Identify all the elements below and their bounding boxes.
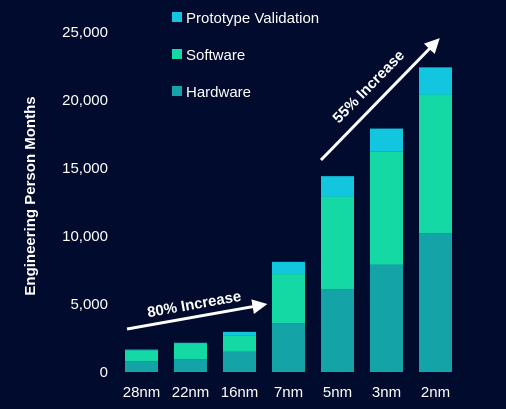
- legend-swatch: [172, 86, 182, 96]
- legend-swatch: [172, 49, 182, 59]
- x-axis-ticks: 28nm 22nm 16nm 7nm 5nm 3nm 2nm: [123, 384, 450, 401]
- bar-segment-hardware: [321, 289, 354, 372]
- bar-segment-hardware: [272, 323, 305, 372]
- bar-segment-hardware: [174, 359, 207, 372]
- bar-segment-software: [419, 94, 452, 234]
- bar-segment-prototype-validation: [223, 331, 256, 336]
- x-tick-label: 2nm: [421, 384, 450, 401]
- x-tick-label: 5nm: [323, 384, 352, 401]
- bar-segment-prototype-validation: [419, 67, 452, 95]
- bar-segment-software: [272, 274, 305, 324]
- y-axis-ticks: 0 5,000 10,000 15,000 20,000 25,000: [62, 24, 108, 381]
- x-tick-label: 7nm: [274, 384, 303, 401]
- legend-label: Hardware: [186, 84, 251, 101]
- y-tick-label: 5,000: [70, 296, 108, 313]
- bar-segment-hardware: [125, 361, 158, 372]
- x-tick-label: 22nm: [172, 384, 210, 401]
- legend-label: Software: [186, 47, 245, 64]
- bar-segment-software: [125, 350, 158, 362]
- y-tick-label: 15,000: [62, 160, 108, 177]
- bar-segment-prototype-validation: [370, 128, 403, 152]
- bar-segment-software: [321, 196, 354, 290]
- x-tick-label: 3nm: [372, 384, 401, 401]
- x-tick-label: 16nm: [221, 384, 259, 401]
- bar-segment-software: [223, 335, 256, 352]
- y-tick-label: 0: [100, 364, 108, 381]
- bar-segment-prototype-validation: [321, 176, 354, 197]
- bar-segment-prototype-validation: [174, 342, 207, 344]
- bar-segment-prototype-validation: [125, 349, 158, 351]
- legend-swatch: [172, 12, 182, 22]
- y-axis-title: Engineering Person Months: [22, 96, 39, 295]
- y-tick-label: 10,000: [62, 228, 108, 245]
- bar-segment-hardware: [370, 264, 403, 372]
- annotation-arrow: [319, 38, 440, 162]
- bar-segment-hardware: [419, 233, 452, 372]
- y-tick-label: 25,000: [62, 24, 108, 41]
- annotation-label: 55% Increase: [329, 47, 408, 127]
- bars: [125, 67, 452, 372]
- annotation-arrow: [126, 299, 268, 331]
- legend: Prototype Validation Software Hardware: [172, 10, 319, 101]
- bar-segment-hardware: [223, 351, 256, 372]
- bar-segment-software: [174, 343, 207, 360]
- bar-segment-software: [370, 151, 403, 265]
- legend-label: Prototype Validation: [186, 10, 319, 27]
- y-tick-label: 20,000: [62, 92, 108, 109]
- bar-segment-prototype-validation: [272, 261, 305, 275]
- x-tick-label: 28nm: [123, 384, 161, 401]
